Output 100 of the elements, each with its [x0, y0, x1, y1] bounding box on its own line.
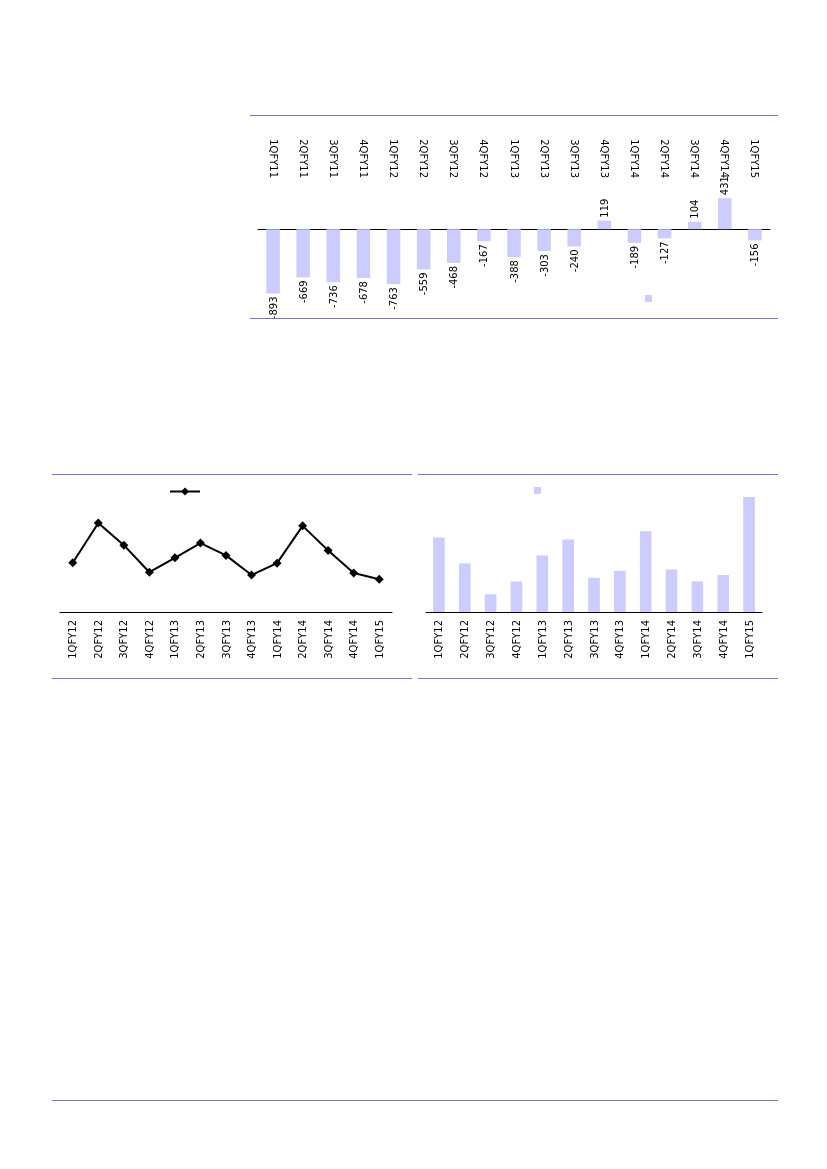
- point: [247, 570, 257, 580]
- x-tick-label: 3QFY14: [322, 620, 334, 659]
- x-tick-label: 2QFY13: [538, 139, 550, 178]
- x-tick-label: 2QFY11: [297, 139, 309, 178]
- x-tick-label: 3QFY12: [485, 620, 497, 659]
- point: [298, 521, 308, 531]
- point: [119, 540, 129, 550]
- x-tick-label: 2QFY12: [418, 139, 430, 178]
- x-tick-label: 2QFY13: [194, 620, 206, 659]
- bar: [537, 229, 551, 252]
- bar: [433, 537, 445, 612]
- x-tick-label: 2QFY12: [92, 620, 104, 659]
- data-label: -167: [478, 244, 490, 267]
- x-tick-label: 3QFY11: [327, 139, 339, 178]
- x-tick-label: 1QFY15: [749, 139, 761, 178]
- bar: [266, 229, 280, 294]
- x-tick-label: 4QFY12: [143, 620, 155, 659]
- bar: [614, 570, 626, 612]
- bar: [562, 539, 574, 612]
- data-label: -240: [568, 249, 580, 273]
- point: [323, 545, 333, 555]
- data-label: -156: [749, 243, 761, 267]
- bar: [416, 229, 431, 270]
- bar: [446, 229, 461, 263]
- x-tick-label: 4QFY11: [357, 139, 369, 178]
- bar: [718, 198, 732, 230]
- data-label: -189: [628, 245, 640, 269]
- x-tick-label: 3QFY12: [448, 139, 460, 178]
- point: [374, 574, 384, 584]
- x-tick-label: 3QFY13: [588, 620, 600, 659]
- point: [195, 538, 205, 548]
- bar: [567, 229, 582, 247]
- x-tick-label: 1QFY13: [169, 620, 181, 659]
- x-tick-label: 4QFY12: [478, 139, 490, 178]
- x-tick-label: 1QFY12: [388, 139, 400, 178]
- x-tick-label: 1QFY13: [508, 139, 520, 178]
- data-label: -678: [357, 281, 369, 304]
- x-tick-label: 3QFY13: [568, 139, 580, 178]
- x-tick-label: 1QFY13: [536, 620, 548, 659]
- bar: [326, 229, 341, 283]
- bar: [743, 497, 755, 612]
- x-tick-label: 4QFY12: [510, 620, 522, 659]
- x-tick-label: 3QFY12: [118, 620, 130, 659]
- point: [349, 568, 359, 578]
- data-label: -127: [659, 241, 671, 265]
- x-tick-label: 1QFY14: [628, 139, 640, 178]
- x-tick-label: 4QFY13: [598, 139, 610, 178]
- x-tick-label: 2QFY13: [562, 620, 574, 659]
- x-tick-label: 4QFY13: [246, 620, 258, 659]
- x-tick-label: 2QFY14: [297, 620, 309, 659]
- bar: [458, 563, 471, 612]
- x-tick-label: 2QFY12: [459, 620, 471, 659]
- bar: [484, 594, 497, 612]
- bar: [657, 229, 672, 239]
- bar: [748, 229, 762, 241]
- bar: [356, 229, 371, 279]
- bar: [536, 555, 549, 612]
- data-label: -388: [508, 260, 520, 283]
- bar: [597, 220, 612, 230]
- bar: [296, 229, 310, 278]
- point: [68, 558, 78, 568]
- bar: [477, 229, 491, 242]
- point: [144, 567, 154, 577]
- point: [170, 553, 180, 563]
- bar: [627, 229, 642, 243]
- x-tick-label: 1QFY14: [640, 620, 652, 659]
- data-label: 104: [689, 199, 701, 219]
- x-tick-label: 1QFY11: [267, 139, 279, 178]
- x-tick-label: 1QFY14: [271, 620, 283, 659]
- point: [221, 550, 231, 560]
- bar: [507, 229, 521, 258]
- data-label: -559: [418, 272, 430, 296]
- x-tick-label: 1QFY15: [743, 620, 755, 659]
- data-label: -468: [448, 265, 460, 289]
- bar: [717, 575, 730, 612]
- bar: [588, 577, 600, 612]
- data-label: 431: [719, 176, 731, 196]
- data-label: -303: [538, 254, 550, 277]
- x-tick-label: 3QFY14: [691, 620, 703, 659]
- x-tick-label: 4QFY14: [717, 620, 729, 659]
- data-label: -736: [327, 285, 339, 308]
- data-label: -669: [297, 280, 309, 304]
- x-tick-label: 3QFY14: [689, 139, 701, 178]
- x-tick-label: 4QFY14: [719, 139, 731, 178]
- x-tick-label: 1QFY15: [373, 620, 385, 659]
- bar: [639, 531, 652, 612]
- bar: [386, 229, 401, 285]
- data-label: 119: [598, 198, 610, 218]
- data-label: -893: [267, 296, 279, 320]
- x-tick-label: 3QFY13: [220, 620, 232, 659]
- x-tick-label: 2QFY14: [666, 620, 678, 659]
- point: [93, 518, 103, 528]
- x-tick-label: 1QFY12: [433, 620, 445, 659]
- bar: [665, 569, 678, 612]
- point: [272, 558, 282, 568]
- bar: [687, 221, 702, 230]
- x-tick-label: 4QFY14: [348, 620, 360, 659]
- bar: [691, 581, 704, 612]
- x-tick-label: 4QFY13: [614, 620, 626, 659]
- data-label: -763: [388, 287, 400, 310]
